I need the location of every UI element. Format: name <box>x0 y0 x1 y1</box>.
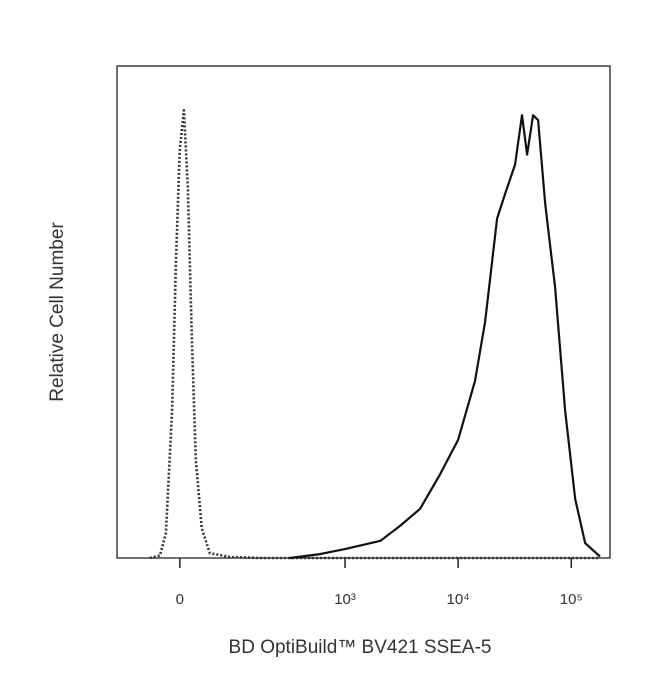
histogram-curve <box>149 109 600 560</box>
x-axis-label: BD OptiBuild™ BV421 SSEA-5 <box>229 637 492 658</box>
plot-frame <box>116 65 611 559</box>
x-tick-label: 0 <box>176 591 184 608</box>
y-axis-label: Relative Cell Number <box>47 222 68 402</box>
x-tick-label: 10³ <box>334 591 356 608</box>
x-tick-label: 10⁵ <box>560 591 583 608</box>
x-tick-label: 10⁴ <box>447 591 470 608</box>
histogram-curve <box>289 114 601 560</box>
